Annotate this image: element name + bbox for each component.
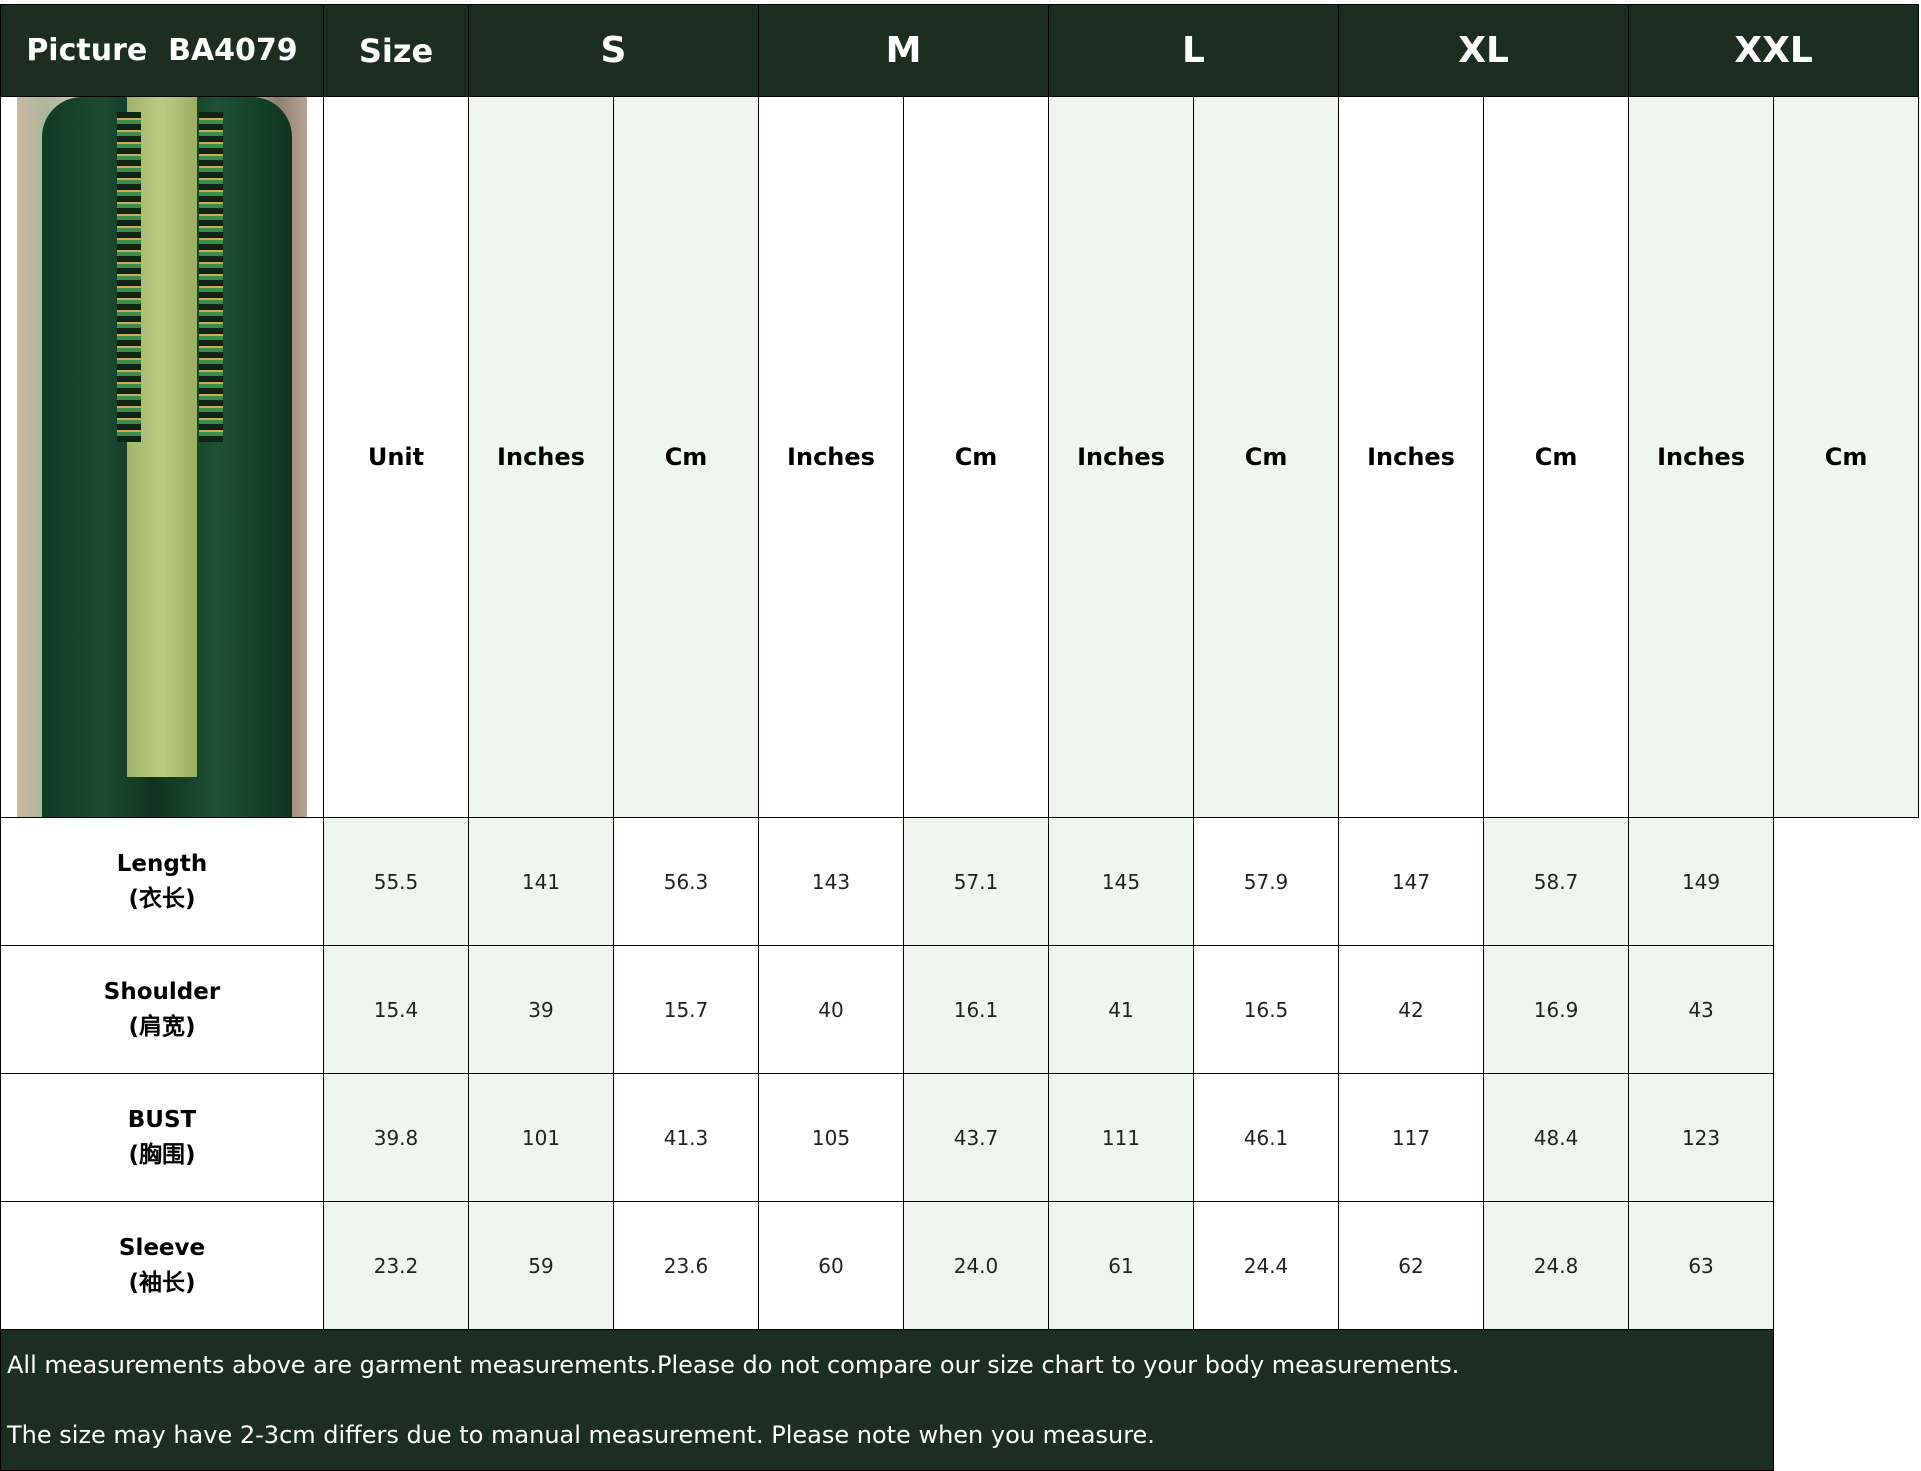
- value-cell: 105: [758, 1073, 904, 1202]
- value-cell: 63: [1628, 1201, 1775, 1330]
- unit-cell: Cm: [1773, 96, 1920, 818]
- unit-cell: Cm: [1483, 96, 1630, 818]
- notes: All measurements above are garment measu…: [0, 1329, 1775, 1471]
- value-cell: 42: [1338, 945, 1485, 1074]
- note-2: The size may have 2-3cm differs due to m…: [7, 1421, 1155, 1449]
- beaded-trim-right: [199, 112, 223, 442]
- value-cell: 23.6: [613, 1201, 759, 1330]
- value-cell: 43: [1628, 945, 1775, 1074]
- value-cell: 40: [758, 945, 904, 1074]
- product-photo: [17, 97, 307, 817]
- unit-cell: Inches: [1048, 96, 1195, 818]
- value-cell: 15.4: [323, 945, 469, 1074]
- unit-label: Unit: [323, 96, 469, 818]
- value-cell: 61: [1048, 1201, 1195, 1330]
- value-cell: 39.8: [323, 1073, 469, 1202]
- value-cell: 48.4: [1483, 1073, 1630, 1202]
- value-cell: 141: [468, 817, 614, 946]
- size-m-header: M: [757, 4, 1050, 97]
- value-cell: 15.7: [613, 945, 759, 1074]
- value-cell: 39: [468, 945, 614, 1074]
- value-cell: 123: [1628, 1073, 1775, 1202]
- value-cell: 149: [1628, 817, 1775, 946]
- table-row: Length (衣长) 55.5 141 56.3 143 57.1 145 57.9 147 58…: [0, 817, 1919, 946]
- unit-cell: Cm: [613, 96, 759, 818]
- row-label-en: Shoulder: [103, 979, 221, 1005]
- note-1: All measurements above are garment measu…: [7, 1351, 1460, 1379]
- value-cell: 59: [468, 1201, 614, 1330]
- table-row: Sleeve (袖长) 23.2 59 23.6 60 24.0 61 24.4 62 24.8 63: [0, 1201, 1919, 1330]
- unit-cell: Cm: [1193, 96, 1340, 818]
- value-cell: 57.1: [902, 817, 1050, 946]
- unit-cell: Inches: [1628, 96, 1775, 818]
- row-label-cn: (胸围): [128, 1141, 196, 1168]
- unit-cell: Inches: [758, 96, 904, 818]
- value-cell: 55.5: [323, 817, 469, 946]
- row-label-cn: (袖长): [128, 1269, 196, 1296]
- value-cell: 46.1: [1193, 1073, 1340, 1202]
- note-row-1: All measurements above are garment measu…: [0, 1329, 1919, 1471]
- row-label: BUST (胸围): [0, 1073, 324, 1202]
- size-s-header: S: [468, 4, 759, 97]
- value-cell: 16.5: [1193, 945, 1340, 1074]
- value-cell: 143: [758, 817, 904, 946]
- unit-cell: Inches: [1338, 96, 1485, 818]
- value-cell: 56.3: [613, 817, 759, 946]
- value-cell: 41.3: [613, 1073, 759, 1202]
- product-picture-cell: [0, 96, 324, 818]
- value-cell: 23.2: [323, 1201, 469, 1330]
- size-xl-header: XL: [1338, 4, 1630, 97]
- unit-row: Unit Inches Cm Inches Cm Inches Cm Inche…: [0, 96, 1920, 818]
- size-l-header: L: [1048, 4, 1340, 97]
- value-cell: 58.7: [1483, 817, 1630, 946]
- row-label: Length (衣长): [0, 817, 324, 946]
- table-row: BUST (胸围) 39.8 101 41.3 105 43.7 111 46.1 117 48.4…: [0, 1073, 1919, 1202]
- header-row: Picture BA4079 Size S M L XL XXL: [0, 4, 1920, 97]
- row-label: Sleeve (袖长): [0, 1201, 324, 1330]
- value-cell: 24.0: [902, 1201, 1050, 1330]
- size-header: Size: [323, 4, 469, 97]
- value-cell: 111: [1048, 1073, 1195, 1202]
- size-xxl-header: XXL: [1628, 4, 1920, 97]
- value-cell: 57.9: [1193, 817, 1340, 946]
- row-label-cn: (衣长): [128, 885, 196, 912]
- row-label-cn: (肩宽): [128, 1013, 196, 1040]
- value-cell: 101: [468, 1073, 614, 1202]
- value-cell: 60: [758, 1201, 904, 1330]
- value-cell: 62: [1338, 1201, 1485, 1330]
- unit-cell: Cm: [902, 96, 1050, 818]
- beaded-trim-left: [117, 112, 141, 442]
- value-cell: 41: [1048, 945, 1195, 1074]
- picture-header: Picture BA4079: [0, 4, 324, 97]
- table-row: Shoulder (肩宽) 15.4 39 15.7 40 16.1 41 16.5 42 16.9…: [0, 945, 1919, 1074]
- value-cell: 117: [1338, 1073, 1485, 1202]
- size-chart-table: Picture BA4079 Size S M L XL XXL Unit In…: [0, 4, 1920, 1471]
- value-cell: 16.9: [1483, 945, 1630, 1074]
- row-label: Shoulder (肩宽): [0, 945, 324, 1074]
- value-cell: 147: [1338, 817, 1485, 946]
- value-cell: 24.8: [1483, 1201, 1630, 1330]
- row-label-en: BUST: [127, 1107, 197, 1133]
- value-cell: 145: [1048, 817, 1195, 946]
- value-cell: 43.7: [902, 1073, 1050, 1202]
- value-cell: 24.4: [1193, 1201, 1340, 1330]
- unit-cell: Inches: [468, 96, 614, 818]
- row-label-en: Length: [116, 851, 208, 877]
- row-label-en: Sleeve: [118, 1235, 206, 1261]
- value-cell: 16.1: [902, 945, 1050, 1074]
